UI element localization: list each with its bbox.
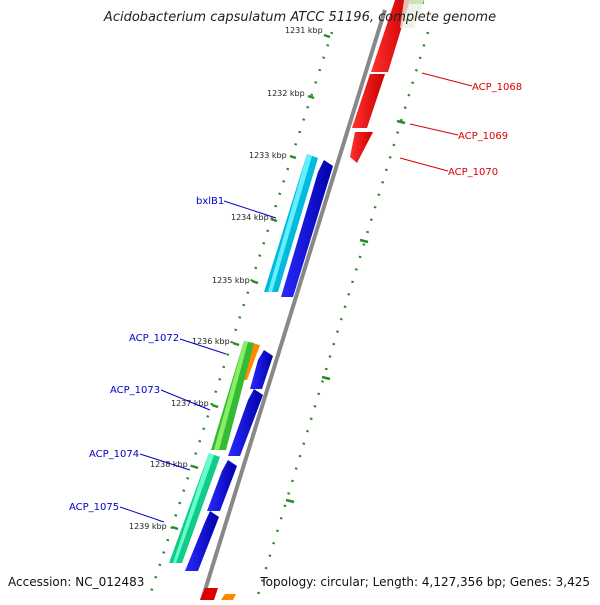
gene-arrow[interactable] [400, 0, 424, 28]
tick-track-inner [148, 31, 334, 596]
tick-mark [211, 403, 219, 409]
tick-track-outer [256, 31, 430, 596]
label-leader [223, 200, 277, 219]
tick-mark [321, 375, 331, 381]
label-leader [160, 389, 211, 411]
gene-arrow[interactable] [250, 350, 273, 389]
tick-label: 1239 kbp [129, 522, 167, 531]
tick-mark [359, 238, 369, 244]
tick-mark [307, 94, 315, 100]
gene-label-acp-1073[interactable]: ACP_1073 [110, 385, 160, 396]
gene-arrow[interactable] [352, 74, 385, 128]
tick-marks [171, 33, 331, 531]
reverse-strand-genes [200, 0, 424, 600]
tick-mark [191, 464, 199, 470]
page-title: Acidobacterium capsulatum ATCC 51196, co… [103, 10, 497, 25]
tick-label: 1235 kbp [212, 276, 250, 285]
tick-label: 1233 kbp [249, 151, 287, 160]
reverse-label-leaders [399, 72, 473, 172]
gene-label-acp-1069[interactable]: ACP_1069 [458, 131, 508, 142]
gene-label-acp-1068[interactable]: ACP_1068 [472, 82, 522, 93]
gene-arrow[interactable] [221, 594, 236, 600]
tick-label: 1234 kbp [231, 213, 269, 222]
tick-label: 1238 kbp [150, 460, 188, 469]
forward-label-leaders [119, 200, 277, 523]
tick-mark [323, 33, 331, 39]
tick-mark [270, 217, 278, 223]
tick-mark [251, 279, 259, 285]
gene-arrow[interactable] [350, 132, 373, 163]
tick-label: 1232 kbp [267, 89, 305, 98]
gene-arrow[interactable] [371, 0, 410, 72]
gene-label-acp-1072[interactable]: ACP_1072 [129, 333, 179, 344]
label-leader [399, 157, 449, 172]
gene-label-acp-1074[interactable]: ACP_1074 [89, 449, 139, 460]
forward-strand-genes [169, 154, 333, 571]
label-leader [139, 453, 191, 471]
gene-arrow[interactable] [228, 389, 263, 456]
gene-arrow[interactable] [268, 154, 312, 292]
gene-arrow[interactable] [173, 453, 214, 563]
label-leader [179, 338, 227, 355]
gene-label-bxlB1[interactable]: bxlB1 [196, 196, 224, 207]
tick-label: 1231 kbp [285, 26, 323, 35]
gene-label-acp-1075[interactable]: ACP_1075 [69, 502, 119, 513]
tick-mark [396, 119, 406, 125]
gene-arrow[interactable] [281, 160, 333, 297]
gene-arrow[interactable] [200, 588, 218, 600]
gene-label-acp-1070[interactable]: ACP_1070 [448, 167, 498, 178]
gene-arrow[interactable] [207, 460, 237, 511]
tick-label: 1237 kbp [171, 399, 209, 408]
tick-mark [285, 498, 295, 504]
tick-label: 1236 kbp [192, 337, 230, 346]
gene-arrow[interactable] [214, 341, 248, 450]
label-leader [119, 506, 165, 523]
outer-tick-marks [285, 119, 406, 504]
label-leader [421, 72, 473, 87]
gene-arrow[interactable] [185, 511, 219, 571]
accession-text: Accession: NC_012483 [8, 575, 145, 589]
tick-mark [232, 341, 240, 347]
genome-backbone [200, 9, 387, 601]
tick-mark [289, 154, 297, 160]
label-leader [409, 123, 459, 136]
tick-mark [171, 525, 179, 531]
genome-summary-text: Topology: circular; Length: 4,127,356 bp… [260, 575, 590, 589]
